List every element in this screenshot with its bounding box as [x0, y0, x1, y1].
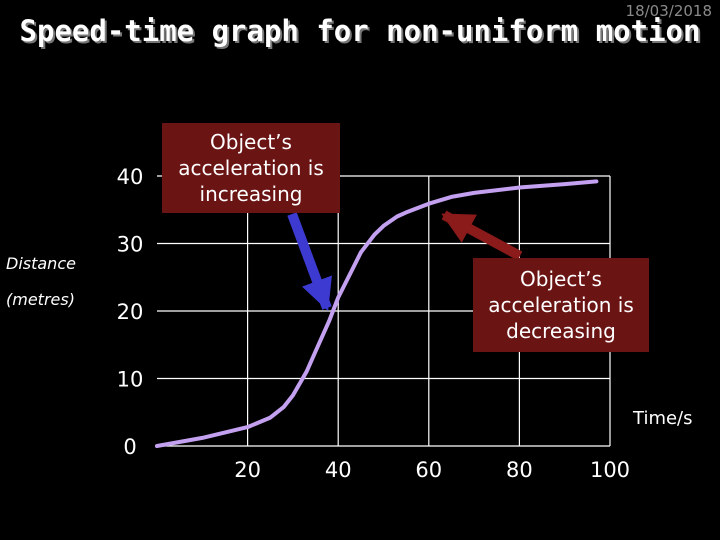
y-tick-label: 40	[117, 165, 144, 189]
y-tick-label: 0	[123, 435, 136, 459]
date-label: 18/03/2018	[625, 2, 712, 20]
annotation-arrow-increasing	[287, 212, 332, 311]
series-line	[155, 179, 599, 448]
x-tick-label: 40	[325, 458, 352, 482]
x-axis-label: Time/s	[633, 408, 693, 429]
callout-increasing: Object’s acceleration is increasing	[162, 123, 340, 213]
y-tick-label: 20	[117, 300, 144, 324]
callout-decreasing: Object’s acceleration is decreasing	[473, 258, 649, 352]
y-axis-label-line-2: (metres)	[6, 290, 75, 309]
x-tick-label: 100	[590, 458, 630, 482]
y-axis-label-line-1: Distance	[6, 254, 76, 273]
y-tick-label: 30	[117, 233, 144, 257]
x-tick-label: 80	[506, 458, 533, 482]
x-tick-label: 20	[234, 458, 261, 482]
x-tick-label: 60	[415, 458, 442, 482]
annotation-arrow-decreasing	[441, 210, 523, 261]
y-tick-label: 10	[117, 368, 144, 392]
slide-title: Speed-time graph for non-uniform motion	[19, 14, 701, 48]
